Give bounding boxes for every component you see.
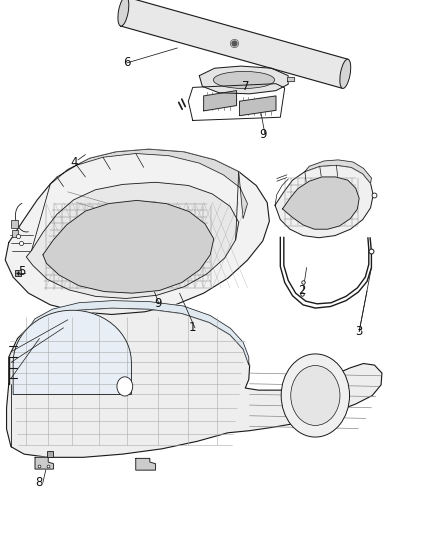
Polygon shape <box>31 301 249 365</box>
Polygon shape <box>240 96 276 116</box>
Circle shape <box>281 354 350 437</box>
Text: 7: 7 <box>241 80 249 93</box>
Polygon shape <box>5 149 269 314</box>
Polygon shape <box>275 165 373 238</box>
Text: 6: 6 <box>123 56 131 69</box>
Ellipse shape <box>340 59 351 88</box>
Ellipse shape <box>213 71 275 88</box>
Text: 5: 5 <box>18 265 25 278</box>
Polygon shape <box>204 91 237 111</box>
Polygon shape <box>305 160 371 183</box>
Polygon shape <box>136 458 155 470</box>
Polygon shape <box>7 308 382 457</box>
Text: 1: 1 <box>189 321 197 334</box>
Bar <box>11 220 18 228</box>
Bar <box>12 230 18 237</box>
Polygon shape <box>13 310 131 394</box>
Polygon shape <box>43 200 214 293</box>
Polygon shape <box>283 177 359 229</box>
Ellipse shape <box>118 0 129 26</box>
Text: 2: 2 <box>298 284 306 297</box>
Polygon shape <box>287 77 294 81</box>
Polygon shape <box>120 0 348 88</box>
Text: 9: 9 <box>154 297 162 310</box>
Polygon shape <box>50 149 247 219</box>
Circle shape <box>291 366 340 425</box>
Polygon shape <box>26 182 239 298</box>
Text: 9: 9 <box>259 128 267 141</box>
Text: 3: 3 <box>356 325 363 338</box>
Polygon shape <box>35 457 53 469</box>
Text: 8: 8 <box>36 476 43 489</box>
Circle shape <box>117 377 133 396</box>
Polygon shape <box>199 66 288 94</box>
Text: 4: 4 <box>71 156 78 169</box>
